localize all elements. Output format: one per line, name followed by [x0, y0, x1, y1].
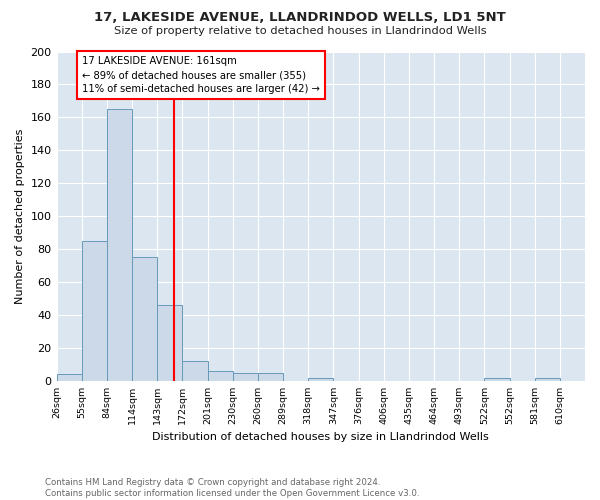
Bar [107, 109, 132, 381]
Bar [182, 361, 208, 381]
Bar [56, 374, 82, 381]
Bar [208, 371, 233, 381]
Text: Size of property relative to detached houses in Llandrindod Wells: Size of property relative to detached ho… [113, 26, 487, 36]
Text: 17 LAKESIDE AVENUE: 161sqm
← 89% of detached houses are smaller (355)
11% of sem: 17 LAKESIDE AVENUE: 161sqm ← 89% of deta… [82, 56, 320, 94]
Bar [535, 378, 560, 381]
Bar [484, 378, 509, 381]
Bar [258, 372, 283, 381]
X-axis label: Distribution of detached houses by size in Llandrindod Wells: Distribution of detached houses by size … [152, 432, 489, 442]
Bar [157, 305, 182, 381]
Bar [233, 372, 258, 381]
Y-axis label: Number of detached properties: Number of detached properties [15, 128, 25, 304]
Bar [308, 378, 334, 381]
Bar [82, 241, 107, 381]
Text: Contains HM Land Registry data © Crown copyright and database right 2024.
Contai: Contains HM Land Registry data © Crown c… [45, 478, 419, 498]
Text: 17, LAKESIDE AVENUE, LLANDRINDOD WELLS, LD1 5NT: 17, LAKESIDE AVENUE, LLANDRINDOD WELLS, … [94, 11, 506, 24]
Bar [132, 258, 157, 381]
